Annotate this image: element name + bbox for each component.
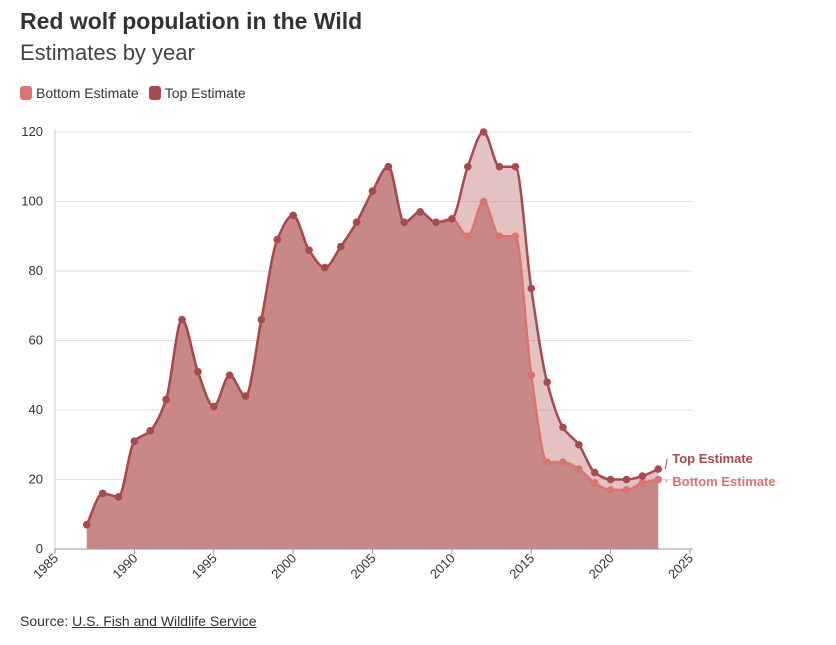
point-top-estimate-2009 [432, 218, 440, 227]
y-tick-label-120: 120 [21, 124, 43, 139]
source-prefix: Source: [20, 613, 73, 629]
x-tick-label-1990: 1990 [109, 551, 140, 582]
point-top-estimate-2022 [638, 472, 647, 480]
point-top-estimate-2020 [606, 475, 615, 484]
point-top-estimate-2000 [289, 211, 297, 220]
point-top-estimate-2021 [622, 475, 631, 484]
data-points [82, 128, 663, 529]
end-label-connector-top-estimate [664, 458, 668, 470]
point-bottom-estimate-2011 [463, 232, 472, 241]
point-top-estimate-2002 [321, 263, 329, 272]
area-bottom-estimate [86, 166, 659, 549]
point-bottom-estimate-2017 [559, 458, 567, 466]
point-top-estimate-1990 [130, 437, 139, 446]
point-top-estimate-1995 [209, 402, 218, 411]
x-tick-label-2005: 2005 [348, 551, 379, 582]
point-bottom-estimate-2023 [654, 475, 663, 484]
x-tick-label-2015: 2015 [506, 551, 537, 582]
legend-label-top-estimate: Top Estimate [164, 85, 246, 101]
point-bottom-estimate-2019 [590, 479, 599, 487]
source-link[interactable]: U.S. Fish and Wildlife Service [72, 613, 257, 629]
legend-item-top-estimate[interactable]: Top Estimate [148, 85, 246, 101]
y-tick-label-60: 60 [29, 333, 43, 348]
end-label-bottom-estimate: Bottom Estimate [672, 474, 775, 489]
point-top-estimate-2004 [352, 218, 361, 227]
point-top-estimate-2011 [463, 162, 472, 171]
point-top-estimate-2023 [654, 465, 663, 473]
point-bottom-estimate-2022 [638, 479, 647, 487]
point-top-estimate-2018 [575, 440, 583, 449]
point-top-estimate-2012 [479, 128, 488, 136]
point-top-estimate-1996 [225, 371, 234, 380]
point-top-estimate-2010 [448, 215, 456, 223]
source-note: Source: U.S. Fish and Wildlife Service [20, 613, 257, 629]
point-top-estimate-2003 [336, 242, 345, 251]
point-top-estimate-1989 [114, 493, 123, 501]
legend-swatch-top-estimate [148, 86, 161, 100]
point-top-estimate-1987 [82, 520, 91, 529]
legend-swatch-bottom-estimate [20, 86, 32, 100]
x-tick-label-1995: 1995 [189, 551, 220, 582]
x-tick-label-1985: 1985 [30, 551, 61, 582]
point-top-estimate-2019 [590, 468, 599, 477]
y-tick-label-20: 20 [29, 472, 43, 487]
point-bottom-estimate-2012 [479, 197, 488, 206]
point-top-estimate-2017 [559, 423, 567, 432]
point-top-estimate-2016 [543, 378, 551, 387]
legend: Bottom Estimate Top Estimate [20, 85, 246, 101]
point-bottom-estimate-2021 [622, 486, 631, 494]
point-top-estimate-1999 [273, 235, 282, 244]
x-tick-label-2010: 2010 [427, 551, 458, 582]
point-top-estimate-1993 [178, 315, 186, 324]
point-top-estimate-2001 [305, 246, 313, 254]
chart-title: Red wolf population in the Wild [20, 8, 363, 34]
y-tick-label-40: 40 [29, 402, 43, 417]
point-top-estimate-2013 [495, 162, 504, 171]
point-top-estimate-1991 [146, 427, 155, 435]
point-top-estimate-1994 [194, 367, 202, 376]
end-label-top-estimate: Top Estimate [672, 451, 753, 466]
point-top-estimate-1988 [98, 489, 107, 498]
chart-subtitle: Estimates by year [20, 40, 195, 65]
point-top-estimate-1992 [162, 395, 170, 404]
point-top-estimate-2014 [511, 162, 520, 171]
end-label-connector-bottom-estimate [664, 479, 668, 483]
point-top-estimate-2007 [400, 218, 409, 227]
point-top-estimate-1998 [257, 315, 266, 324]
point-top-estimate-2005 [368, 187, 377, 195]
point-top-estimate-2006 [384, 162, 393, 171]
end-labels: Bottom Estimate Top Estimate [664, 451, 776, 489]
point-bottom-estimate-2018 [575, 465, 583, 473]
point-bottom-estimate-2014 [511, 232, 520, 241]
point-top-estimate-2008 [416, 208, 424, 216]
legend-item-bottom-estimate[interactable]: Bottom Estimate [20, 85, 139, 101]
y-tick-label-80: 80 [29, 263, 43, 278]
x-tick-label-2020: 2020 [586, 551, 617, 582]
point-bottom-estimate-2016 [543, 458, 551, 466]
y-tick-label-0: 0 [36, 541, 43, 556]
x-tick-label-2000: 2000 [268, 551, 299, 582]
y-tick-label-100: 100 [21, 194, 43, 209]
point-bottom-estimate-2015 [527, 371, 536, 380]
point-bottom-estimate-2013 [495, 232, 504, 241]
point-bottom-estimate-2020 [606, 486, 615, 494]
point-top-estimate-2015 [527, 284, 536, 293]
x-tick-label-2025: 2025 [665, 551, 696, 582]
point-top-estimate-1997 [241, 392, 250, 400]
legend-label-bottom-estimate: Bottom Estimate [36, 85, 139, 101]
